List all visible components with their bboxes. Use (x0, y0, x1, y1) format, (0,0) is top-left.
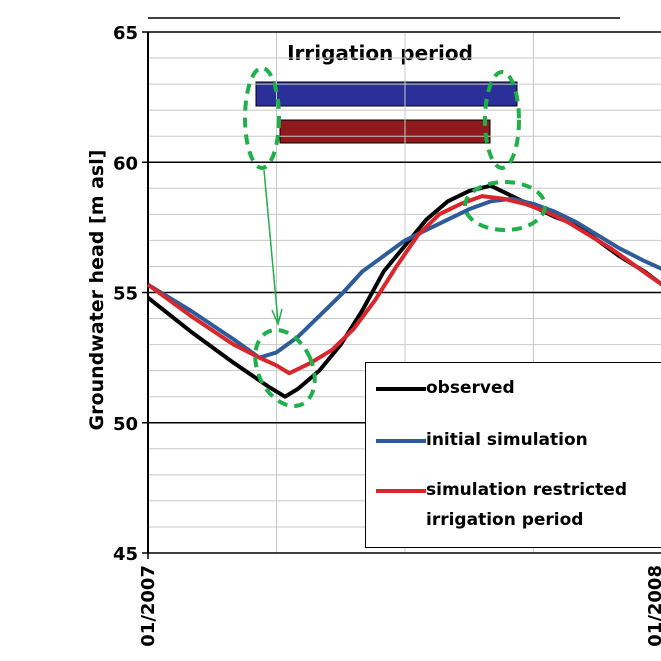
legend-swatch (376, 489, 426, 493)
series-line (146, 194, 661, 376)
y-tick-label: 60 (113, 153, 138, 174)
x-tick-label: 01/2007 (138, 565, 159, 647)
y-tick-label: 45 (113, 544, 138, 565)
arrow (263, 169, 279, 323)
irrigation-bar-restricted (279, 119, 491, 144)
y-tick-label: 50 (113, 414, 138, 435)
x-tick-label: 01/2008 (645, 565, 661, 647)
series-line (146, 196, 661, 360)
legend-label: simulation restricted irrigation period (426, 480, 627, 530)
highlight-ellipses (243, 66, 547, 409)
legend-item: simulation restricted irrigation period (376, 479, 656, 535)
irrigation-bar-initial (255, 81, 518, 107)
y-tick-label: 55 (113, 284, 138, 305)
legend-label: initial simulation (426, 430, 588, 450)
y-axis-title: Groundwater head [m asl] (86, 150, 108, 431)
annotation: Irrigation period (287, 41, 473, 65)
legend-label: observed (426, 378, 515, 398)
y-tick-label: 65 (113, 23, 138, 44)
legend-swatch (376, 387, 426, 391)
legend: observed initial simulation simulation res… (365, 362, 661, 548)
legend-item: initial simulation (376, 429, 656, 455)
arrow-head (271, 308, 283, 327)
legend-swatch (376, 439, 426, 443)
legend-item: observed (376, 377, 656, 403)
